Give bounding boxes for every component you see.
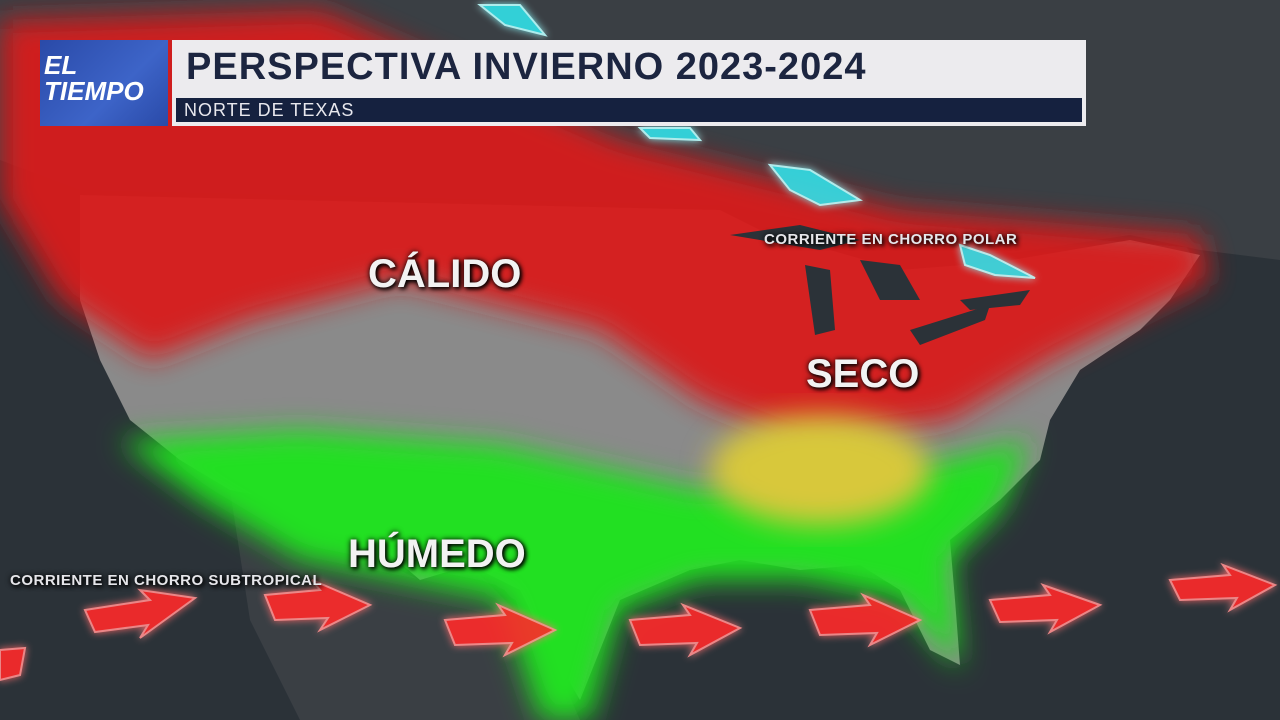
- dry-region: [710, 415, 930, 525]
- page-title: PERSPECTIVA INVIERNO 2023-2024: [186, 46, 867, 88]
- wet-label: HÚMEDO: [348, 532, 526, 576]
- subtropical-jet-arrow: [263, 579, 373, 633]
- subtropical-jet-arrow: [83, 588, 198, 639]
- subtropical-jet-arrow: [1168, 562, 1278, 613]
- logo-line1: EL: [44, 50, 78, 80]
- subtropical-jet-arrow: [443, 602, 558, 658]
- polar-jet-arrow: [477, 4, 548, 37]
- polar-jet-label: CORRIENTE EN CHORRO POLAR: [764, 231, 1018, 248]
- title-banner: EL TIEMPO PERSPECTIVA INVIERNO 2023-2024…: [40, 40, 1086, 126]
- polar-jet-arrow: [767, 163, 863, 207]
- subtropical-jet-arrow: [808, 592, 923, 648]
- subtropical-jet-arrow: [988, 583, 1103, 635]
- dry-label: SECO: [806, 352, 920, 396]
- subtropical-jet-arrow: [628, 602, 743, 658]
- polar-jet-arrow: [637, 127, 703, 142]
- el-tiempo-logo: EL TIEMPO: [40, 40, 168, 126]
- polar-jet-arrow: [958, 243, 1036, 279]
- warm-label: CÁLIDO: [368, 252, 522, 296]
- page-subtitle: NORTE DE TEXAS: [176, 98, 1082, 122]
- subtropical-jet-arrow: [0, 646, 27, 682]
- great-lakes: [730, 225, 1030, 345]
- logo-line2: TIEMPO: [44, 76, 144, 106]
- subtropical-jet-label: CORRIENTE EN CHORRO SUBTROPICAL: [10, 572, 323, 589]
